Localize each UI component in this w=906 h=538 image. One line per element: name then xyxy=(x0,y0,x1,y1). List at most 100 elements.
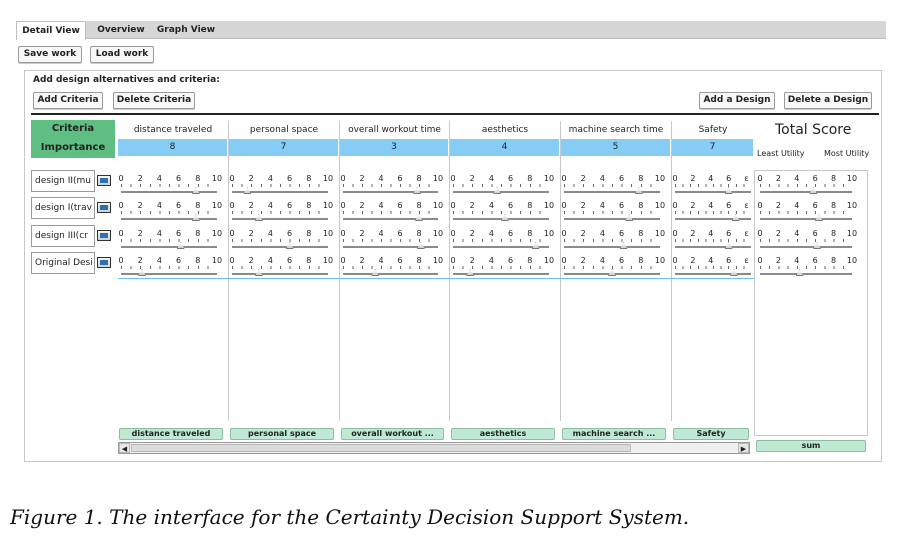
utility-slider[interactable]: 0 2 4 6 8 10 xyxy=(340,229,443,253)
criterion-importance[interactable]: 7 xyxy=(229,139,338,156)
slider-track[interactable] xyxy=(121,246,217,248)
criterion-importance[interactable]: 4 xyxy=(450,139,559,156)
scale-tick-label: 0 xyxy=(340,201,346,210)
criterion-importance[interactable]: 5 xyxy=(561,139,670,156)
delete-design-button[interactable]: Delete a Design xyxy=(784,92,872,109)
criterion-name[interactable]: overall workout time xyxy=(348,125,441,135)
utility-slider[interactable]: 0 2 4 6 ε xyxy=(672,256,751,280)
slider-track[interactable] xyxy=(121,191,217,193)
criterion-footer-button[interactable]: personal space xyxy=(230,428,334,440)
criterion-footer-button[interactable]: Safety xyxy=(673,428,749,440)
slider-track[interactable] xyxy=(453,246,549,248)
slider-track[interactable] xyxy=(675,246,751,248)
slider-track[interactable] xyxy=(564,191,660,193)
design-detail-icon[interactable] xyxy=(97,175,111,186)
criterion-footer-button[interactable]: overall workout ... xyxy=(341,428,444,440)
scroll-right-icon[interactable]: ▶ xyxy=(738,443,749,453)
slider-track[interactable] xyxy=(343,218,438,220)
criterion-importance[interactable]: 3 xyxy=(340,139,448,156)
slider-track[interactable] xyxy=(343,191,438,193)
criterion-name[interactable]: aesthetics xyxy=(481,125,529,135)
slider-track[interactable] xyxy=(343,273,438,275)
slider-track[interactable] xyxy=(760,246,852,248)
utility-slider[interactable]: 0 2 4 6 8 10 xyxy=(229,256,333,280)
slider-track[interactable] xyxy=(760,218,852,220)
utility-slider[interactable]: 0 2 4 6 8 10 xyxy=(340,256,443,280)
utility-slider[interactable]: 0 2 4 6 8 10 xyxy=(757,201,857,225)
slider-track[interactable] xyxy=(760,191,852,193)
slider-track[interactable] xyxy=(343,246,438,248)
utility-slider[interactable]: 0 2 4 6 8 10 xyxy=(561,256,665,280)
scale-tick-label: 2 xyxy=(690,201,696,210)
utility-slider[interactable]: 0 2 4 6 8 10 xyxy=(450,201,554,225)
criterion-name[interactable]: personal space xyxy=(249,125,319,135)
criterion-importance[interactable]: 8 xyxy=(118,139,227,156)
slider-track[interactable] xyxy=(453,273,549,275)
design-name-field[interactable]: design I(trav xyxy=(31,197,95,219)
add-criteria-button[interactable]: Add Criteria xyxy=(33,92,103,109)
slider-track[interactable] xyxy=(232,273,328,275)
slider-track[interactable] xyxy=(564,246,660,248)
slider-track[interactable] xyxy=(675,191,751,193)
slider-track[interactable] xyxy=(232,246,328,248)
tab-detail-view[interactable]: Detail View xyxy=(16,21,86,40)
utility-slider[interactable]: 0 2 4 6 8 10 xyxy=(757,256,857,280)
delete-criteria-button[interactable]: Delete Criteria xyxy=(113,92,195,109)
criterion-name[interactable]: Safety xyxy=(698,125,728,135)
design-detail-icon[interactable] xyxy=(97,202,111,213)
add-design-button[interactable]: Add a Design xyxy=(699,92,775,109)
utility-slider[interactable]: 0 2 4 6 8 10 xyxy=(118,201,222,225)
slider-track[interactable] xyxy=(453,218,549,220)
utility-slider[interactable]: 0 2 4 6 8 10 xyxy=(340,201,443,225)
save-work-button[interactable]: Save work xyxy=(18,46,82,63)
utility-slider[interactable]: 0 2 4 6 8 10 xyxy=(561,201,665,225)
utility-slider[interactable]: 0 2 4 6 8 10 xyxy=(450,174,554,198)
criterion-name[interactable]: distance traveled xyxy=(133,125,213,135)
utility-slider[interactable]: 0 2 4 6 8 10 xyxy=(757,229,857,253)
utility-slider[interactable]: 0 2 4 6 8 10 xyxy=(450,256,554,280)
slider-track[interactable] xyxy=(453,191,549,193)
slider-track[interactable] xyxy=(564,218,660,220)
utility-slider[interactable]: 0 2 4 6 8 10 xyxy=(229,229,333,253)
slider-track[interactable] xyxy=(675,218,751,220)
slider-track[interactable] xyxy=(760,273,852,275)
utility-slider[interactable]: 0 2 4 6 8 10 xyxy=(561,229,665,253)
utility-slider[interactable]: 0 2 4 6 8 10 xyxy=(118,229,222,253)
slider-track[interactable] xyxy=(232,218,328,220)
design-detail-icon[interactable] xyxy=(97,230,111,241)
criterion-importance[interactable]: 7 xyxy=(672,139,753,156)
scroll-left-icon[interactable]: ◀ xyxy=(119,443,130,453)
slider-scale: 0 2 4 6 8 10 xyxy=(757,256,857,266)
utility-slider[interactable]: 0 2 4 6 8 10 xyxy=(229,201,333,225)
utility-slider[interactable]: 0 2 4 6 8 10 xyxy=(118,174,222,198)
sum-button[interactable]: sum xyxy=(756,440,866,452)
utility-slider[interactable]: 0 2 4 6 ε xyxy=(672,201,751,225)
slider-track[interactable] xyxy=(675,273,751,275)
design-name-field[interactable]: design III(cr xyxy=(31,225,95,247)
load-work-button[interactable]: Load work xyxy=(90,46,154,63)
utility-slider[interactable]: 0 2 4 6 ε xyxy=(672,229,751,253)
design-name-field[interactable]: design II(mu xyxy=(31,170,95,192)
utility-slider[interactable]: 0 2 4 6 ε xyxy=(672,174,751,198)
slider-track[interactable] xyxy=(121,273,217,275)
criterion-name[interactable]: machine search time xyxy=(568,125,664,135)
horizontal-scrollbar[interactable]: ◀ ▶ xyxy=(118,442,750,454)
criterion-footer-button[interactable]: distance traveled xyxy=(119,428,223,440)
scale-tick-label: 2 xyxy=(580,229,586,238)
utility-slider[interactable]: 0 2 4 6 8 10 xyxy=(118,256,222,280)
utility-slider[interactable]: 0 2 4 6 8 10 xyxy=(757,174,857,198)
utility-slider[interactable]: 0 2 4 6 8 10 xyxy=(450,229,554,253)
scrollbar-thumb[interactable] xyxy=(131,444,631,452)
tab-graph-view[interactable]: Graph View xyxy=(156,25,216,35)
utility-slider[interactable]: 0 2 4 6 8 10 xyxy=(340,174,443,198)
design-detail-icon[interactable] xyxy=(97,257,111,268)
utility-slider[interactable]: 0 2 4 6 8 10 xyxy=(561,174,665,198)
criterion-footer-button[interactable]: aesthetics xyxy=(451,428,555,440)
tab-overview[interactable]: Overview xyxy=(97,25,145,35)
utility-slider[interactable]: 0 2 4 6 8 10 xyxy=(229,174,333,198)
criterion-footer-button[interactable]: machine search ... xyxy=(562,428,666,440)
scale-tick-label: 2 xyxy=(690,256,696,265)
slider-track[interactable] xyxy=(232,191,328,193)
design-name-field[interactable]: Original Desi xyxy=(31,252,95,274)
slider-track[interactable] xyxy=(121,218,217,220)
